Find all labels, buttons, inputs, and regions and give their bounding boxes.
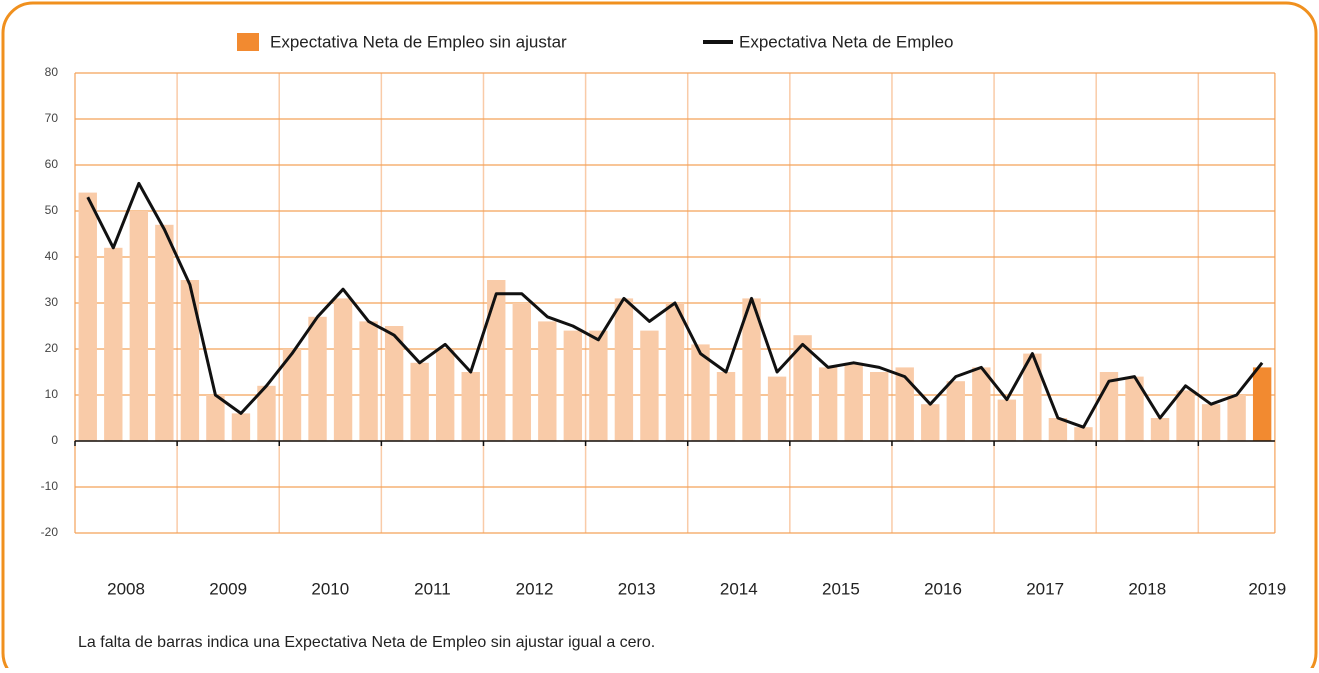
bar [487,280,506,441]
footnote: La falta de barras indica una Expectativ… [78,634,655,651]
bar [589,330,608,441]
bar [1023,353,1042,441]
y-tick-label: 50 [45,203,59,217]
bar [767,376,787,441]
y-tick-label: 60 [45,157,59,171]
bar [512,303,531,441]
x-tick-label: 2016 [924,579,962,598]
y-tick-label: 30 [45,295,59,309]
bar [946,381,965,441]
bar [1074,427,1093,441]
y-tick-label: -20 [41,525,59,539]
bar [231,413,251,441]
bar [691,344,710,441]
bar [1201,404,1221,441]
x-tick-label: 2018 [1128,579,1166,598]
bar [1176,390,1195,441]
bar [206,395,225,441]
x-tick-label: 2008 [107,579,145,598]
bar [895,367,914,441]
legend-swatch [237,33,259,51]
bar [308,316,327,441]
bar [461,372,480,441]
x-tick-label: 2017 [1026,579,1064,598]
bar [665,303,685,441]
bar [1150,418,1170,441]
x-tick-label: 2019 [1248,579,1286,598]
y-tick-label: 20 [45,341,59,355]
x-tick-label: 2009 [209,579,247,598]
bar [793,335,812,441]
bar [257,385,276,441]
bar [563,330,583,441]
bar [78,192,97,441]
bar [104,247,123,441]
y-tick-label: 70 [45,111,59,125]
x-tick-label: 2014 [720,579,758,598]
bar [180,280,200,441]
bar [384,326,404,441]
bar [818,367,838,441]
bar [538,321,557,441]
x-tick-label: 2012 [516,579,554,598]
bar [1227,395,1246,441]
bar [155,224,174,441]
bar [614,298,634,441]
bar [129,211,149,441]
bar [359,321,378,441]
legend-label: Expectativa Neta de Empleo [739,32,954,51]
bar [410,362,429,441]
bar [1252,367,1272,441]
y-tick-label: 80 [45,65,59,79]
bar [435,349,455,441]
bar [333,298,353,441]
bar [1048,418,1068,441]
bar [716,372,736,441]
y-tick-label: 40 [45,249,59,263]
bar [844,362,863,441]
y-tick-label: 10 [45,387,59,401]
legend-label: Expectativa Neta de Empleo sin ajustar [270,32,567,51]
x-tick-label: 2010 [311,579,349,598]
x-tick-label: 2011 [414,579,451,598]
bar [870,372,889,441]
x-tick-label: 2013 [618,579,656,598]
bar [997,399,1017,441]
bar [282,349,302,441]
bar [742,298,761,441]
y-tick-label: 0 [51,433,58,447]
line [86,181,1264,429]
bar [1125,376,1144,441]
x-tick-label: 2015 [822,579,860,598]
bar [972,367,991,441]
bar [921,404,940,441]
y-tick-label: -10 [41,479,59,493]
bar [640,330,659,441]
